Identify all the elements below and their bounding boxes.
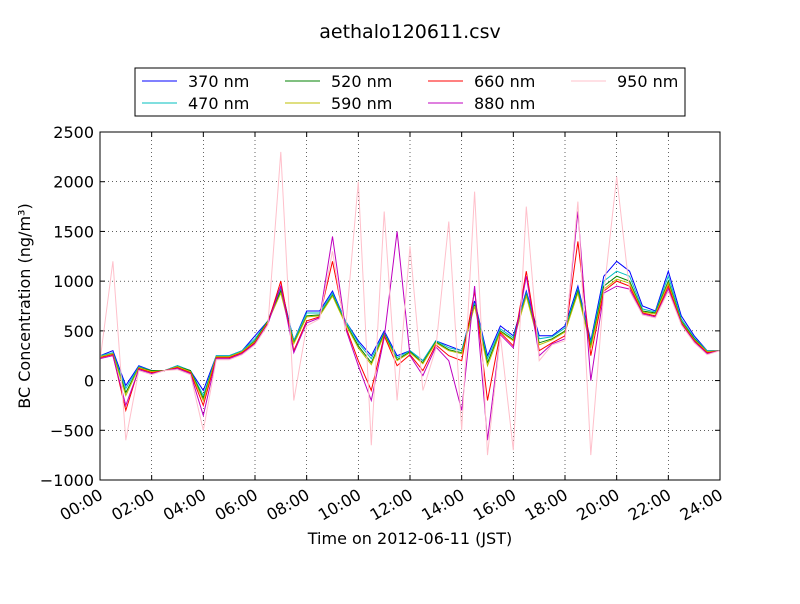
y-tick-label: 2000 bbox=[53, 173, 94, 192]
y-tick-label: −1000 bbox=[40, 471, 94, 490]
y-tick-label: 1500 bbox=[53, 222, 94, 241]
legend-label: 880 nm bbox=[474, 94, 535, 113]
legend-label: 370 nm bbox=[188, 72, 249, 91]
data-line bbox=[99, 270, 720, 397]
legend-label: 950 nm bbox=[617, 72, 678, 91]
y-tick-label: 1000 bbox=[53, 272, 94, 291]
legend-label: 520 nm bbox=[331, 72, 392, 91]
y-tick-label: 2500 bbox=[53, 123, 94, 142]
y-tick-label: −500 bbox=[50, 421, 94, 440]
plot-frame bbox=[99, 131, 721, 481]
y-tick-label: 0 bbox=[84, 372, 94, 391]
legend-label: 590 nm bbox=[331, 94, 392, 113]
legend-label: 470 nm bbox=[188, 94, 249, 113]
legend-label: 660 nm bbox=[474, 72, 535, 91]
data-line bbox=[99, 211, 721, 441]
legend-box bbox=[134, 67, 686, 117]
y-tick-label: 500 bbox=[63, 322, 94, 341]
x-axis-label: Time on 2012-06-11 (JST) bbox=[307, 529, 512, 548]
chart-title: aethalo120611.csv bbox=[319, 21, 501, 43]
data-line bbox=[99, 151, 721, 456]
y-axis-label: BC Concentration (ng/m³) bbox=[15, 203, 34, 408]
